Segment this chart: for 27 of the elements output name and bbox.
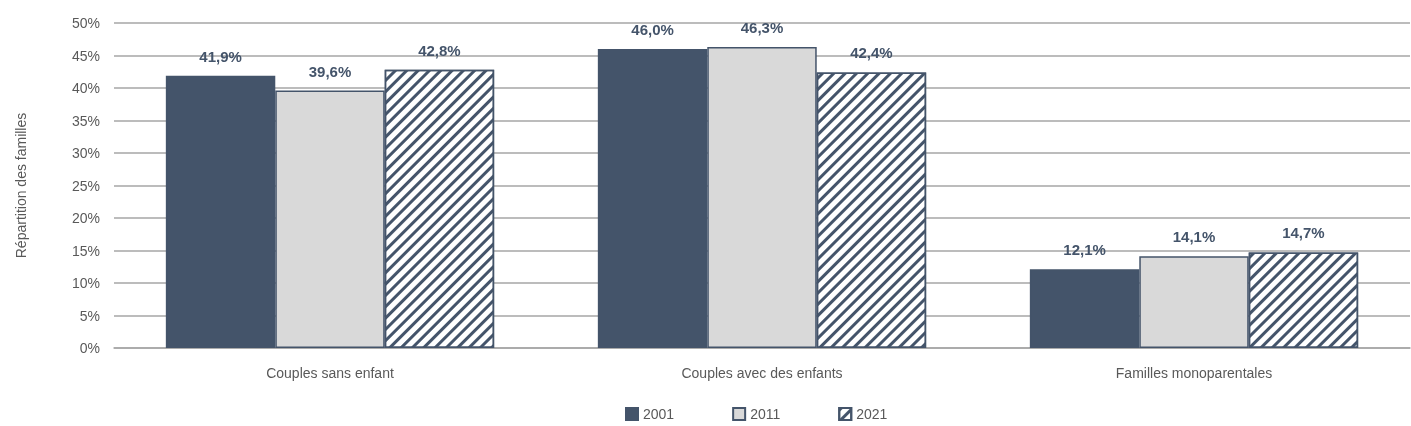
x-tick-label: Couples sans enfant: [266, 365, 394, 381]
y-tick-label: 30%: [71, 145, 100, 161]
y-axis-title: Répartition des familles: [13, 112, 29, 259]
x-tick-label: Familles monoparentales: [1115, 365, 1273, 381]
y-tick-label: 10%: [71, 275, 100, 291]
data-label: 41,9%: [199, 47, 242, 65]
data-label: 14,7%: [1282, 224, 1325, 242]
x-tick-label: Couples avec des enfants: [681, 365, 843, 381]
y-tick-label: 15%: [71, 242, 100, 259]
y-tick-label: 40%: [71, 80, 100, 96]
legend-label: 2021: [856, 406, 888, 422]
y-tick-label: 0%: [79, 340, 100, 356]
data-label: 12,1%: [1063, 241, 1106, 259]
legend-label: 2001: [643, 406, 675, 422]
data-label: 14,1%: [1172, 228, 1216, 246]
data-label: 46,0%: [631, 21, 674, 38]
y-tick-label: 35%: [71, 112, 100, 129]
y-tick-label: 5%: [79, 307, 100, 324]
data-label: 42,4%: [850, 44, 893, 62]
data-label: 46,3%: [740, 19, 784, 37]
y-tick-label: 20%: [71, 210, 100, 226]
legend-label: 2011: [750, 406, 781, 422]
y-tick-label: 50%: [71, 15, 100, 31]
data-label: 42,8%: [418, 41, 461, 59]
y-tick-label: 25%: [71, 177, 100, 194]
y-tick-label: 45%: [71, 47, 100, 64]
data-label: 39,6%: [308, 62, 352, 80]
